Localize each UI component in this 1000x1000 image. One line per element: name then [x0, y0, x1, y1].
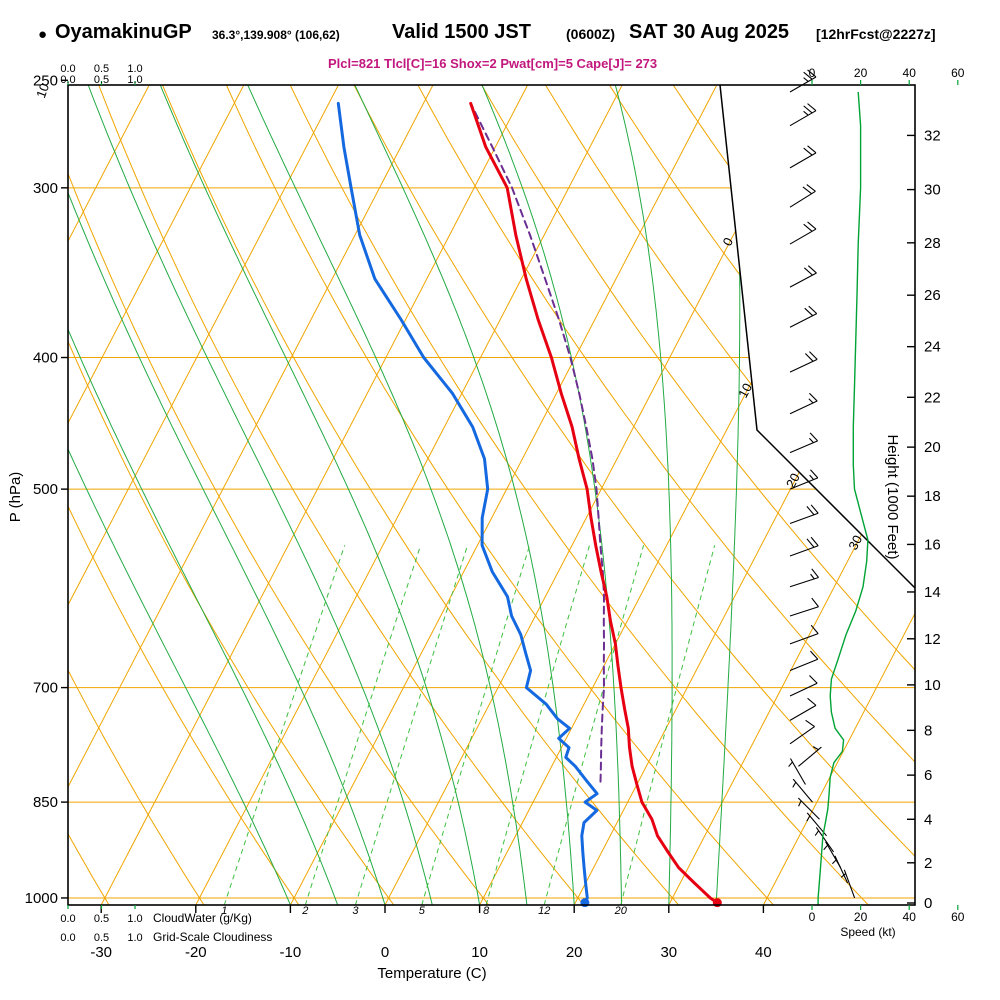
svg-text:12: 12 [924, 631, 941, 648]
svg-text:40: 40 [903, 910, 917, 924]
svg-text:700: 700 [33, 680, 58, 697]
svg-text:8: 8 [483, 905, 490, 917]
svg-text:0.5: 0.5 [94, 932, 109, 944]
svg-text:400: 400 [33, 350, 58, 367]
svg-text:0.5: 0.5 [94, 913, 109, 925]
svg-text:16: 16 [924, 536, 941, 553]
svg-text:Temperature (C): Temperature (C) [377, 965, 486, 982]
svg-text:0.0: 0.0 [60, 913, 75, 925]
svg-text:0: 0 [924, 895, 932, 912]
stability-parameters: Plcl=821 Tlcl[C]=16 Shox=2 Pwat[cm]=5 Ca… [328, 56, 658, 71]
station-coords: 36.3°,139.908° (106,62) [212, 28, 340, 42]
svg-text:1: 1 [221, 905, 227, 917]
svg-text:10: 10 [33, 81, 52, 100]
svg-text:14: 14 [924, 584, 941, 601]
svg-text:26: 26 [924, 287, 941, 304]
svg-text:1.0: 1.0 [127, 932, 142, 944]
svg-text:CloudWater (g/Kg): CloudWater (g/Kg) [153, 911, 252, 925]
svg-text:60: 60 [951, 66, 965, 80]
svg-text:18: 18 [924, 488, 941, 505]
svg-text:4: 4 [924, 811, 932, 828]
svg-text:60: 60 [951, 910, 965, 924]
svg-text:40: 40 [903, 66, 917, 80]
svg-text:0: 0 [809, 66, 816, 80]
svg-text:0.0: 0.0 [60, 932, 75, 944]
svg-text:10: 10 [735, 381, 755, 401]
svg-text:2: 2 [924, 855, 932, 872]
svg-text:20: 20 [566, 944, 583, 961]
svg-text:3: 3 [352, 905, 359, 917]
svg-text:30: 30 [845, 533, 865, 553]
station-marker-icon: ● [38, 26, 48, 43]
svg-text:20: 20 [854, 910, 868, 924]
svg-text:1000: 1000 [25, 890, 58, 907]
station-name: OyamakinuGP [55, 21, 192, 43]
svg-text:40: 40 [755, 944, 772, 961]
valid-time-utc: (0600Z) [566, 26, 616, 42]
svg-text:Height (1000 Feet): Height (1000 Feet) [884, 434, 901, 559]
svg-text:250: 250 [33, 72, 58, 89]
svg-text:30: 30 [660, 944, 677, 961]
svg-text:32: 32 [924, 127, 941, 144]
valid-time: Valid 1500 JST [392, 21, 531, 43]
svg-text:2: 2 [301, 905, 308, 917]
svg-text:30: 30 [924, 182, 941, 199]
svg-text:22: 22 [924, 389, 941, 406]
svg-text:0.0: 0.0 [60, 74, 75, 86]
svg-text:10: 10 [471, 944, 488, 961]
svg-text:850: 850 [33, 794, 58, 811]
svg-text:0: 0 [720, 235, 737, 248]
svg-text:-10: -10 [280, 944, 302, 961]
svg-text:28: 28 [924, 235, 941, 252]
valid-date: SAT 30 Aug 2025 [629, 21, 790, 43]
svg-text:1.0: 1.0 [127, 63, 142, 75]
svg-text:20: 20 [924, 439, 941, 456]
svg-text:20: 20 [614, 905, 628, 917]
svg-text:0: 0 [381, 944, 389, 961]
svg-text:-30: -30 [90, 944, 112, 961]
svg-text:8: 8 [924, 722, 932, 739]
svg-text:24: 24 [924, 339, 941, 356]
svg-text:20: 20 [854, 66, 868, 80]
svg-text:0.5: 0.5 [94, 74, 109, 86]
svg-text:1.0: 1.0 [127, 74, 142, 86]
svg-text:0.5: 0.5 [94, 63, 109, 75]
svg-text:0.0: 0.0 [60, 63, 75, 75]
svg-text:1.0: 1.0 [127, 913, 142, 925]
svg-text:0: 0 [809, 910, 816, 924]
svg-text:10: 10 [924, 677, 941, 694]
svg-text:6: 6 [924, 767, 932, 784]
svg-text:5: 5 [419, 905, 426, 917]
forecast-lead: [12hrFcst@2227z] [816, 26, 936, 42]
svg-text:Speed (kt): Speed (kt) [840, 925, 895, 939]
svg-text:-20: -20 [185, 944, 207, 961]
svg-text:P (hPa): P (hPa) [7, 472, 24, 523]
svg-text:Grid-Scale Cloudiness: Grid-Scale Cloudiness [153, 930, 272, 944]
svg-text:300: 300 [33, 180, 58, 197]
svg-text:500: 500 [33, 481, 58, 498]
svg-text:12: 12 [538, 905, 550, 917]
